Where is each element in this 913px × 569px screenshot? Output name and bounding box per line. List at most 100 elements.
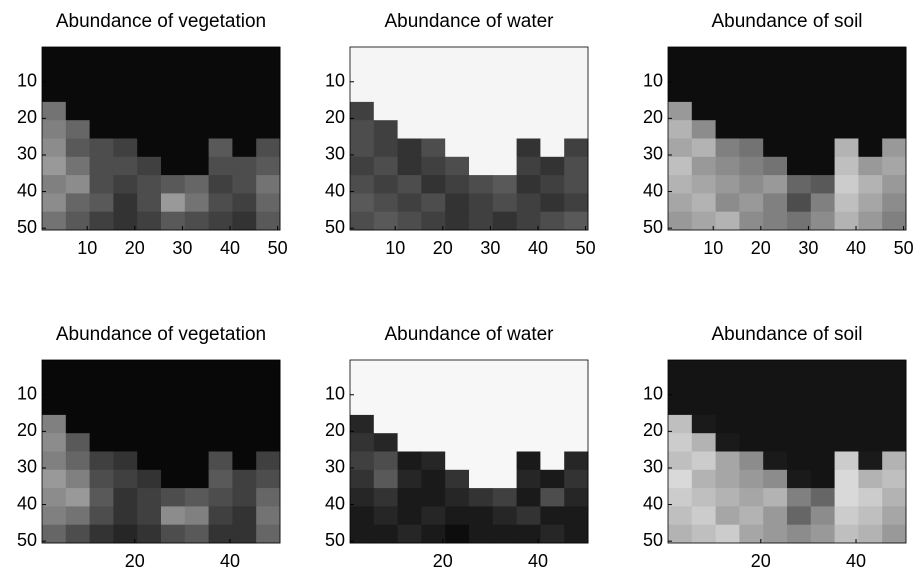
heatmap-cell [113,524,138,544]
heatmap-cell [421,156,446,176]
heatmap-cell [516,414,541,434]
x-tick-label: 20 [125,551,145,569]
heatmap-cell [787,433,812,452]
heatmap-cell [763,433,788,452]
heatmap-cell [715,156,740,176]
heatmap-cell [691,65,717,85]
heatmap-cell [691,156,717,176]
heatmap-cell [232,83,257,103]
heatmap-cell [834,414,859,434]
axes-frame [667,46,907,231]
heatmap-cell [256,120,281,139]
x-tick-label: 40 [528,551,548,569]
y-tick-label: 10 [17,384,37,404]
heatmap-cell [564,433,589,452]
heatmap-cell [668,414,693,434]
heatmap-cell [715,175,740,194]
heatmap-cell [516,469,541,489]
heatmap-cell [492,524,518,544]
heatmap-cell [89,414,114,434]
heatmap-cell [161,193,186,213]
heatmap-cell [256,469,281,489]
heatmap-cell [350,156,375,176]
heatmap-cell [810,524,836,544]
heatmap-cell [668,488,693,507]
heatmap-cell [763,156,788,176]
heatmap-cell [715,138,740,158]
heatmap-cell [184,156,210,176]
heatmap-cell [858,47,883,66]
heatmap-cell [564,360,589,379]
heatmap-cell [834,65,859,85]
heatmap-cell [350,120,375,139]
heatmap-cell [397,451,422,471]
panel-title: Abundance of water [384,324,554,345]
heatmap-cell [564,138,589,158]
heatmap-cell [350,175,375,194]
heatmap-cell [445,175,470,194]
y-tick-label: 40 [325,493,345,513]
heatmap-cell [691,396,717,416]
panel-title: Abundance of water [384,11,554,32]
heatmap-cell [834,360,859,379]
heatmap-cell [137,156,162,176]
heatmap-cell [691,211,717,231]
heatmap-cell [564,156,589,176]
heatmap-cell [445,211,470,231]
heatmap-cell [492,83,518,103]
heatmap-cell [882,488,907,507]
heatmap-cell [858,83,883,103]
heatmap-cell [763,469,788,489]
heatmap-cell [469,175,494,194]
heatmap-cell [739,211,764,231]
heatmap-cell [397,156,422,176]
heatmap-cell [739,193,764,213]
heatmap-cell [373,211,399,231]
heatmap-cell [373,360,399,379]
heatmap-cell [42,414,67,434]
heatmap-cell [113,469,138,489]
heatmap-cell [65,65,91,85]
heatmap-cell [810,175,836,194]
heatmap-cell [810,360,836,379]
x-tick-label: 40 [220,238,240,258]
heatmap-cell [137,378,162,398]
panel-title: Abundance of vegetation [56,324,266,345]
heatmap-cell [691,47,717,66]
heatmap-cell [350,211,375,231]
heatmap-cell [373,83,399,103]
heatmap-cell [42,83,67,103]
heatmap-cell [445,433,470,452]
y-tick-label: 10 [643,71,663,91]
heatmap-cell [445,414,470,434]
y-tick-label: 50 [17,217,37,237]
heatmap-cell [564,101,589,121]
x-tick-label: 10 [703,238,723,258]
heatmap-cell [65,47,91,66]
heatmap-cell [350,378,375,398]
heatmap-cell [492,414,518,434]
heatmap-cell [208,83,233,103]
heatmap-cell [137,120,162,139]
heatmap-cell [763,378,788,398]
heatmap-cell [42,360,67,379]
x-tick-label: 50 [268,238,288,258]
heatmap-cell [739,524,764,544]
heatmap-cell [421,396,446,416]
heatmap-cell [691,433,717,452]
heatmap-cell [89,156,114,176]
heatmap-cell [668,360,693,379]
heatmap-cell [137,506,162,526]
heatmap-cell [834,396,859,416]
heatmap-cell [834,506,859,526]
heatmap-cell [373,469,399,489]
heatmap-cell [113,47,138,66]
heatmap-cell [232,138,257,158]
heatmap-cell [184,396,210,416]
heatmap-cell [445,506,470,526]
heatmap-cell [882,83,907,103]
heatmap-cell [42,175,67,194]
y-tick-label: 50 [643,217,663,237]
heatmap-cell [564,378,589,398]
heatmap-cell [445,138,470,158]
